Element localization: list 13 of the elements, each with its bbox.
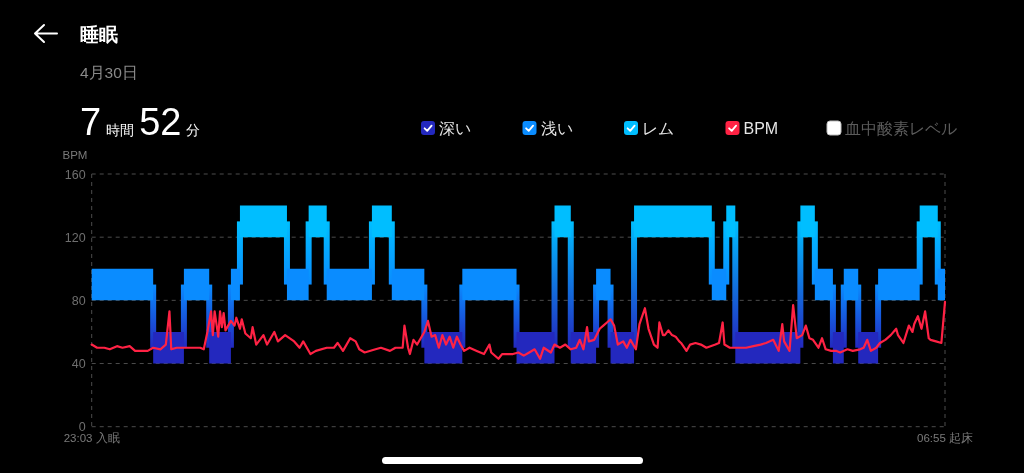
legend-label: 浅い [540,120,573,137]
legend-label: レム [642,120,674,137]
legend-label: 深い [439,120,471,137]
x-tick-label: 06:55 起床 [917,431,973,444]
y-tick-label: 160 [64,167,86,182]
legend-label: 血中酸素レベル [845,120,957,137]
y-tick-label: 40 [71,357,86,372]
y-tick-label: 120 [64,230,86,245]
chart-title: 睡眠 [80,24,118,45]
chart-subtitle: 4月30日 [80,64,138,81]
y-tick-label: 80 [71,293,86,308]
y-axis-title: BPM [62,149,88,161]
legend-label: BPM [743,120,779,137]
